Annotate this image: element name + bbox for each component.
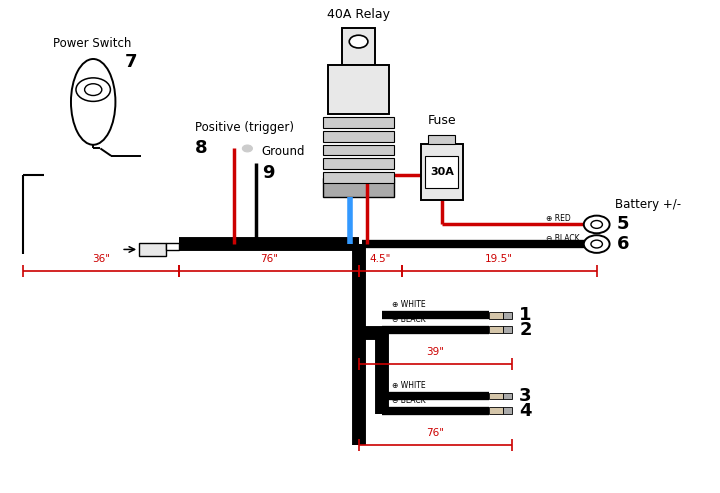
- Circle shape: [84, 84, 102, 96]
- Bar: [426, 156, 458, 188]
- Text: 30A: 30A: [430, 167, 454, 177]
- Bar: [323, 178, 395, 198]
- Text: ⊕ WHITE: ⊕ WHITE: [392, 381, 426, 390]
- Bar: [323, 131, 395, 141]
- Text: ⊖ BLACK: ⊖ BLACK: [546, 234, 580, 243]
- Circle shape: [591, 220, 603, 228]
- Text: 4.5": 4.5": [369, 254, 391, 264]
- Circle shape: [584, 235, 610, 253]
- Text: Fuse: Fuse: [428, 114, 456, 127]
- Text: Power Switch: Power Switch: [53, 37, 132, 50]
- Text: 36": 36": [92, 254, 110, 264]
- Text: Ground: Ground: [262, 145, 305, 158]
- Text: ⊖ BLACK: ⊖ BLACK: [392, 396, 426, 405]
- Text: 7: 7: [125, 53, 138, 70]
- Ellipse shape: [71, 59, 115, 145]
- Text: 9: 9: [262, 164, 274, 182]
- Text: 39": 39": [426, 347, 444, 357]
- Text: 19.5": 19.5": [485, 254, 513, 264]
- Text: 1: 1: [519, 306, 532, 324]
- Bar: [323, 144, 395, 155]
- Bar: [323, 158, 395, 169]
- Text: ⊕ RED: ⊕ RED: [546, 214, 571, 223]
- Text: 8: 8: [195, 140, 207, 157]
- Circle shape: [591, 240, 603, 248]
- Bar: [503, 312, 512, 318]
- Bar: [323, 172, 395, 183]
- Bar: [139, 243, 166, 256]
- Bar: [503, 392, 512, 399]
- Text: 40A Relay: 40A Relay: [327, 8, 390, 21]
- Bar: [503, 326, 512, 333]
- Bar: [342, 29, 375, 65]
- Bar: [489, 407, 503, 414]
- Text: ⊕ WHITE: ⊕ WHITE: [392, 300, 426, 309]
- Text: 3: 3: [519, 387, 532, 405]
- Bar: [489, 326, 503, 333]
- Circle shape: [349, 35, 368, 48]
- Text: Positive (trigger): Positive (trigger): [195, 121, 294, 134]
- Bar: [503, 407, 512, 414]
- Circle shape: [76, 78, 110, 102]
- Bar: [328, 65, 389, 114]
- Circle shape: [584, 215, 610, 233]
- Text: 6: 6: [617, 235, 629, 253]
- Bar: [166, 243, 179, 250]
- Text: 5: 5: [617, 215, 629, 234]
- Text: Battery +/-: Battery +/-: [615, 198, 680, 211]
- Bar: [323, 117, 395, 128]
- Text: 76": 76": [426, 428, 444, 438]
- Text: 76": 76": [260, 254, 278, 264]
- Bar: [489, 392, 503, 399]
- Text: 4: 4: [519, 402, 532, 420]
- Text: 2: 2: [519, 321, 532, 339]
- Bar: [428, 135, 455, 143]
- Circle shape: [243, 145, 253, 152]
- Bar: [489, 312, 503, 318]
- Bar: [421, 143, 462, 200]
- Text: ⊖ BLACK: ⊖ BLACK: [392, 315, 426, 324]
